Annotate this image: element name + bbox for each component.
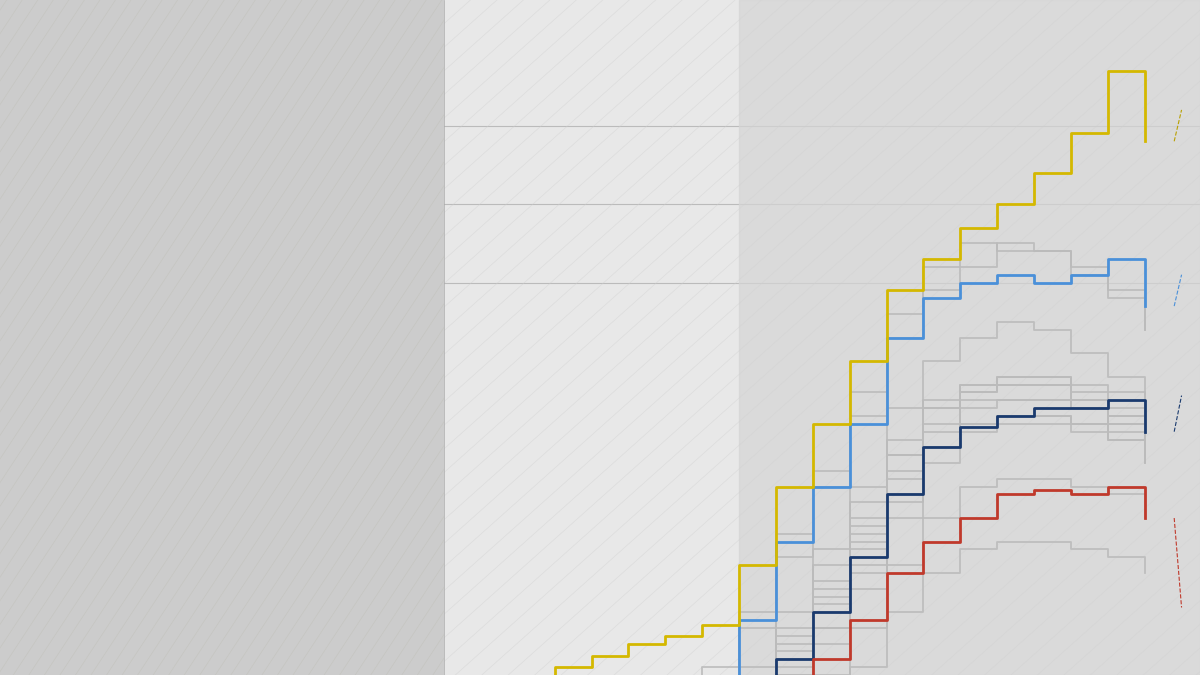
Bar [739, 0, 1200, 675]
